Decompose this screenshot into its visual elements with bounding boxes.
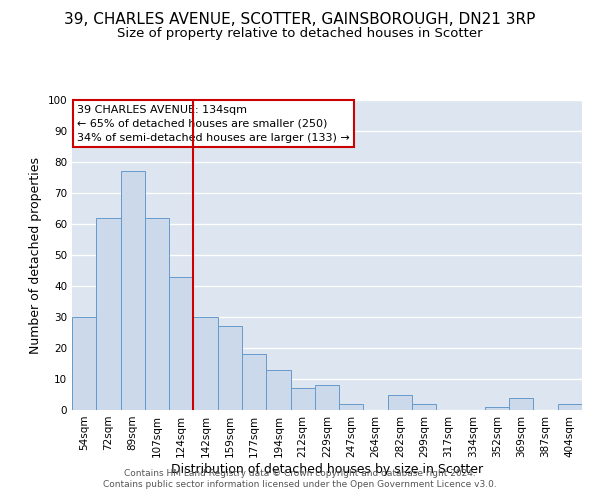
Bar <box>72 317 96 410</box>
Bar <box>169 276 193 410</box>
Bar <box>290 388 315 410</box>
Bar <box>193 317 218 410</box>
Text: 39, CHARLES AVENUE, SCOTTER, GAINSBOROUGH, DN21 3RP: 39, CHARLES AVENUE, SCOTTER, GAINSBOROUG… <box>64 12 536 28</box>
Bar <box>485 407 509 410</box>
X-axis label: Distribution of detached houses by size in Scotter: Distribution of detached houses by size … <box>171 462 483 475</box>
Bar <box>412 404 436 410</box>
Text: 39 CHARLES AVENUE: 134sqm
← 65% of detached houses are smaller (250)
34% of semi: 39 CHARLES AVENUE: 134sqm ← 65% of detac… <box>77 104 350 142</box>
Bar <box>558 404 582 410</box>
Bar <box>339 404 364 410</box>
Text: Contains public sector information licensed under the Open Government Licence v3: Contains public sector information licen… <box>103 480 497 489</box>
Bar <box>388 394 412 410</box>
Bar <box>145 218 169 410</box>
Bar <box>509 398 533 410</box>
Bar <box>315 385 339 410</box>
Bar <box>121 172 145 410</box>
Bar <box>96 218 121 410</box>
Text: Contains HM Land Registry data © Crown copyright and database right 2024.: Contains HM Land Registry data © Crown c… <box>124 468 476 477</box>
Text: Size of property relative to detached houses in Scotter: Size of property relative to detached ho… <box>117 28 483 40</box>
Bar <box>218 326 242 410</box>
Bar <box>266 370 290 410</box>
Bar <box>242 354 266 410</box>
Y-axis label: Number of detached properties: Number of detached properties <box>29 156 42 354</box>
